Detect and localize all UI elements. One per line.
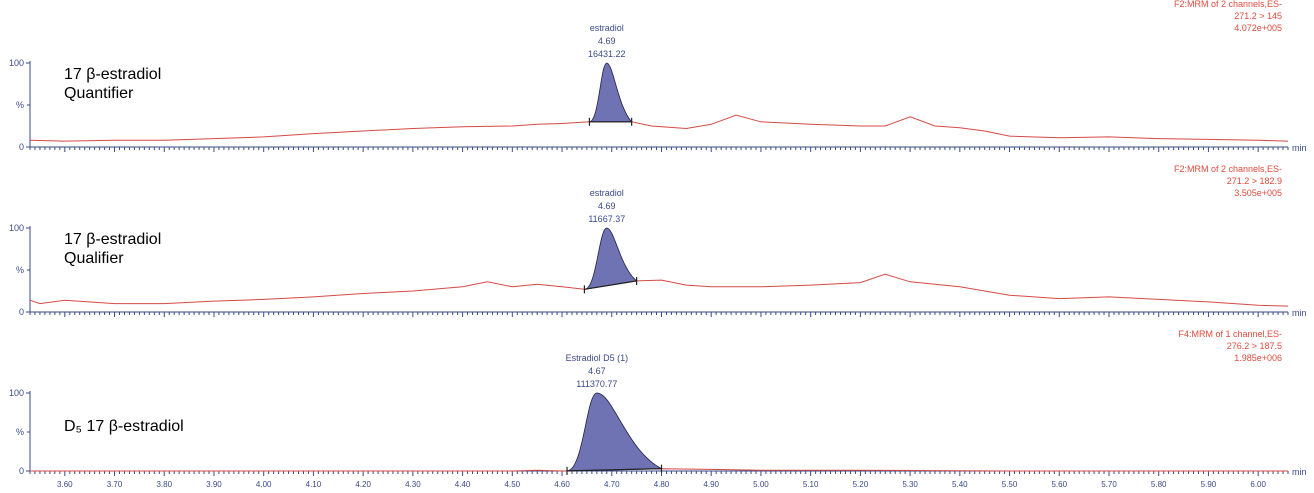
y-tick-label: % <box>16 100 24 110</box>
x-tick-label: 4.30 <box>405 480 421 489</box>
y-tick-label: % <box>16 265 24 275</box>
x-tick-label: 5.90 <box>1201 480 1217 489</box>
y-tick-label: % <box>16 427 24 437</box>
peak-name: estradiol <box>590 188 624 198</box>
x-tick-label: 4.60 <box>554 480 570 489</box>
channel-info: 1.985e+006 <box>1234 353 1282 363</box>
x-tick-label: 5.50 <box>1002 480 1018 489</box>
channel-info: 3.505e+005 <box>1234 188 1282 198</box>
x-tick-label: 4.50 <box>505 480 521 489</box>
peak-name: Estradiol D5 (1) <box>566 353 629 363</box>
x-axis-unit: min <box>1292 143 1307 153</box>
y-tick-label: 100 <box>9 58 24 68</box>
x-tick-label: 3.80 <box>156 480 172 489</box>
peak-baseline <box>566 468 662 472</box>
x-tick-label: 5.70 <box>1101 480 1117 489</box>
ion-role-label: Quantifier <box>64 85 134 102</box>
x-tick-label: 5.60 <box>1051 480 1067 489</box>
x-axis-unit: min <box>1292 308 1307 318</box>
peak-retention-time: 4.69 <box>598 201 616 211</box>
x-tick-label: 4.70 <box>604 480 620 489</box>
x-tick-label: 4.90 <box>703 480 719 489</box>
y-tick-label: 0 <box>19 142 24 152</box>
chromatogram-panel-1 <box>26 61 1289 152</box>
peak-name: estradiol <box>590 23 624 33</box>
x-tick-label: 6.00 <box>1250 480 1266 489</box>
peak-retention-time: 4.67 <box>588 366 606 376</box>
ion-role-label: Qualifier <box>64 250 124 267</box>
peak-area: 111370.77 <box>576 379 617 389</box>
channel-info: F2:MRM of 2 channels,ES- <box>1174 164 1282 174</box>
x-tick-label: 5.00 <box>753 480 769 489</box>
x-tick-label: 4.40 <box>455 480 471 489</box>
x-axis-unit: min <box>1292 467 1307 477</box>
x-tick-label: 5.10 <box>803 480 819 489</box>
channel-info: 276.2 > 187.5 <box>1227 341 1282 351</box>
x-tick-label: 3.90 <box>206 480 222 489</box>
analyte-label: 17 β-estradiol <box>64 66 161 83</box>
integrated-peak <box>566 392 664 472</box>
x-tick-label: 3.60 <box>57 480 73 489</box>
integrated-peak <box>589 62 633 123</box>
signal-trace <box>30 468 1288 472</box>
x-tick-label: 3.70 <box>107 480 123 489</box>
peak-baseline <box>584 280 637 290</box>
peak-retention-time: 4.69 <box>598 36 616 46</box>
analyte-label: D₅ 17 β-estradiol <box>64 418 184 435</box>
x-tick-label: 5.80 <box>1151 480 1167 489</box>
channel-info: 271.2 > 182.9 <box>1227 176 1282 186</box>
y-tick-label: 100 <box>9 223 24 233</box>
peak-area: 16431.22 <box>588 49 626 59</box>
x-tick-label: 4.10 <box>306 480 322 489</box>
chromatogram-panel-2 <box>26 226 1289 317</box>
integrated-peak <box>584 227 638 290</box>
analyte-label: 17 β-estradiol <box>64 231 161 248</box>
channel-info: 4.072e+005 <box>1234 23 1282 33</box>
channel-info: F2:MRM of 2 channels,ES- <box>1174 0 1282 9</box>
x-tick-label: 5.20 <box>853 480 869 489</box>
signal-trace <box>29 114 1289 142</box>
y-tick-label: 100 <box>9 388 24 398</box>
x-tick-label: 4.20 <box>355 480 371 489</box>
channel-info: 271.2 > 145 <box>1234 11 1282 21</box>
x-tick-label: 5.40 <box>952 480 968 489</box>
x-tick-label: 5.30 <box>902 480 918 489</box>
chromatogram-panel-3 <box>26 391 1289 476</box>
peak-area: 11667.37 <box>588 214 625 224</box>
y-tick-label: 0 <box>19 466 24 476</box>
signal-trace <box>29 273 1289 307</box>
x-tick-label: 4.80 <box>654 480 670 489</box>
y-tick-label: 0 <box>19 307 24 317</box>
x-tick-label: 4.00 <box>256 480 272 489</box>
channel-info: F4:MRM of 1 channel,ES- <box>1178 329 1282 339</box>
